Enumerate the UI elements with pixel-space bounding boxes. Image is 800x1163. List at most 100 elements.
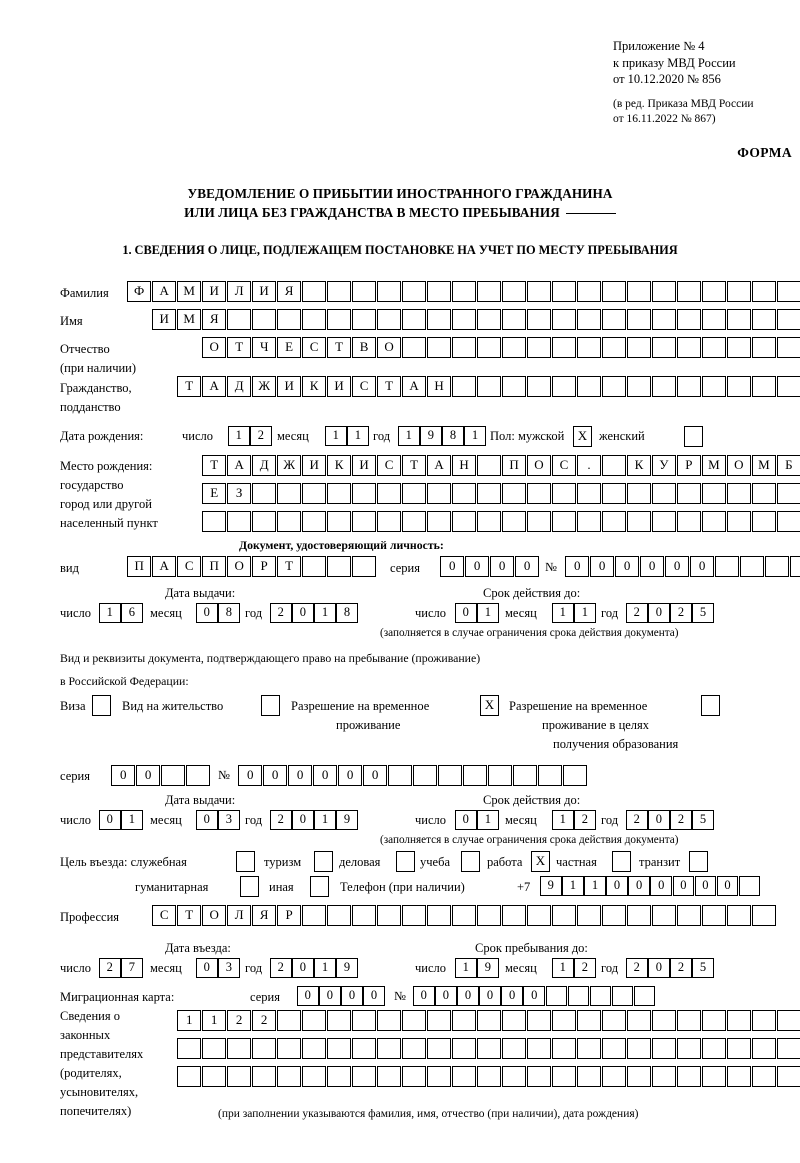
char-cell[interactable] (776, 1038, 800, 1059)
char-cell[interactable] (376, 483, 402, 504)
purpose-other-checkbox[interactable] (310, 876, 329, 897)
char-cell[interactable] (776, 511, 800, 532)
char-cell[interactable] (726, 376, 752, 397)
char-cell[interactable] (726, 1010, 752, 1031)
char-cell[interactable] (576, 905, 602, 926)
char-cell[interactable] (651, 281, 677, 302)
char-cell[interactable]: 1 (314, 603, 336, 623)
char-cell[interactable] (576, 511, 602, 532)
char-cell[interactable] (633, 986, 656, 1006)
char-cell[interactable]: 0 (716, 876, 739, 896)
char-cell[interactable] (751, 281, 776, 302)
char-cell[interactable] (551, 281, 577, 302)
char-cell[interactable]: П (201, 556, 227, 577)
char-cell[interactable] (276, 1038, 302, 1059)
char-cell[interactable]: 0 (606, 876, 628, 896)
char-cell[interactable]: Р (251, 556, 277, 577)
char-cell[interactable]: Т (401, 455, 427, 476)
char-cell[interactable] (462, 765, 488, 786)
char-cell[interactable] (651, 483, 677, 504)
char-cell[interactable]: 6 (121, 603, 143, 623)
char-cell[interactable]: Р (276, 905, 302, 926)
char-cell[interactable] (426, 309, 452, 330)
char-cell[interactable] (726, 1066, 752, 1087)
char-cell[interactable] (576, 1066, 602, 1087)
char-cell[interactable] (476, 483, 502, 504)
char-cell[interactable]: 0 (135, 765, 161, 786)
char-cell[interactable] (476, 905, 502, 926)
char-cell[interactable] (487, 765, 513, 786)
char-cell[interactable] (276, 309, 302, 330)
char-cell[interactable]: 0 (694, 876, 717, 896)
char-cell[interactable] (676, 1066, 702, 1087)
char-cell[interactable] (326, 1010, 352, 1031)
char-cell[interactable]: Н (426, 376, 452, 397)
char-cell[interactable]: Т (177, 376, 202, 397)
char-cell[interactable] (601, 455, 627, 476)
char-cell[interactable]: Т (176, 905, 202, 926)
char-cell[interactable] (160, 765, 186, 786)
char-cell[interactable] (376, 1038, 402, 1059)
char-cell[interactable] (387, 765, 413, 786)
char-cell[interactable] (351, 905, 377, 926)
representatives-row2-input[interactable] (177, 1038, 800, 1059)
char-cell[interactable] (676, 511, 702, 532)
char-cell[interactable]: 3 (218, 810, 240, 830)
char-cell[interactable] (551, 309, 577, 330)
char-cell[interactable]: 2 (270, 958, 292, 978)
char-cell[interactable] (626, 1066, 652, 1087)
visa-checkbox[interactable] (92, 695, 111, 716)
char-cell[interactable]: О (201, 905, 227, 926)
char-cell[interactable] (426, 337, 452, 358)
char-cell[interactable] (676, 905, 702, 926)
char-cell[interactable] (726, 309, 752, 330)
char-cell[interactable]: 0 (614, 556, 640, 577)
char-cell[interactable] (476, 455, 502, 476)
char-cell[interactable]: А (426, 455, 452, 476)
char-cell[interactable] (526, 376, 552, 397)
char-cell[interactable]: 8 (442, 426, 464, 446)
char-cell[interactable] (701, 376, 727, 397)
char-cell[interactable] (626, 483, 652, 504)
char-cell[interactable] (601, 1066, 627, 1087)
char-cell[interactable] (401, 511, 427, 532)
char-cell[interactable] (326, 905, 352, 926)
char-cell[interactable] (751, 1066, 777, 1087)
char-cell[interactable]: 1 (477, 603, 499, 623)
char-cell[interactable] (301, 1066, 327, 1087)
char-cell[interactable] (601, 376, 627, 397)
char-cell[interactable] (567, 986, 590, 1006)
char-cell[interactable] (426, 1010, 452, 1031)
char-cell[interactable] (701, 309, 727, 330)
char-cell[interactable] (276, 1010, 302, 1031)
char-cell[interactable]: О (202, 337, 227, 358)
char-cell[interactable] (551, 483, 577, 504)
char-cell[interactable]: М (176, 309, 202, 330)
char-cell[interactable]: Н (451, 455, 477, 476)
char-cell[interactable]: 2 (574, 958, 596, 978)
char-cell[interactable]: У (651, 455, 677, 476)
char-cell[interactable] (501, 483, 527, 504)
char-cell[interactable] (776, 1066, 800, 1087)
char-cell[interactable] (701, 483, 727, 504)
char-cell[interactable]: П (127, 556, 152, 577)
char-cell[interactable] (751, 309, 777, 330)
char-cell[interactable] (545, 986, 568, 1006)
char-cell[interactable]: 0 (292, 603, 314, 623)
char-cell[interactable] (576, 1038, 602, 1059)
char-cell[interactable] (376, 511, 402, 532)
char-cell[interactable] (676, 337, 702, 358)
sex-male-checkbox[interactable]: X (573, 426, 592, 447)
char-cell[interactable] (351, 483, 377, 504)
char-cell[interactable] (501, 511, 527, 532)
char-cell[interactable]: 1 (562, 876, 584, 896)
